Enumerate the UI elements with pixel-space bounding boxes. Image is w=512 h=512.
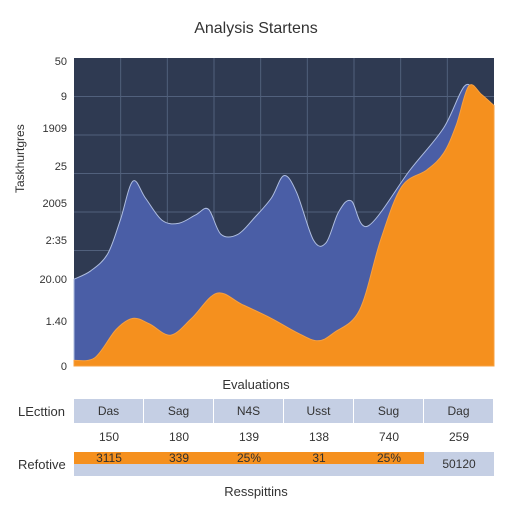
y-tick-label: 2:35: [46, 235, 67, 247]
row-label-top: LEcttion: [18, 404, 65, 419]
x-axis-caption: Evaluations: [222, 377, 290, 392]
table-footer-cell: 3115: [74, 451, 144, 465]
bottom-caption: Resspittins: [224, 484, 288, 499]
table-value-cell: 259: [448, 430, 470, 444]
y-tick-label: 20.00: [39, 274, 67, 286]
table-header-cell: Sag: [144, 399, 214, 423]
y-tick-label: 2005: [43, 198, 67, 210]
y-tick-labels: 50 9 1909 25 2005 2:35 20.00 1.40 0: [39, 56, 67, 373]
y-tick-label: 1909: [43, 123, 67, 135]
y-tick-label: 1.40: [46, 316, 67, 328]
table-value-cell: 740: [378, 430, 400, 444]
row-label-bottom: Refotive: [18, 457, 66, 472]
y-tick-label: 25: [55, 161, 67, 173]
y-tick-label: 9: [61, 91, 67, 103]
table-footer-cell: 25%: [214, 451, 284, 465]
table-value-cell: 180: [168, 430, 190, 444]
y-tick-label: 50: [55, 56, 67, 68]
table-footer-cell: 50120: [442, 457, 476, 471]
table-value-cell: 150: [98, 430, 120, 444]
series-area-2: [73, 84, 495, 367]
table-header-cell: Sug: [354, 399, 424, 423]
table-header-row: Das Sag N4S Usst Sug Dag: [74, 399, 494, 423]
table-footer-cell: 339: [144, 451, 214, 465]
chart-title: Analysis Startens: [194, 20, 318, 37]
table-footer-cell: 31: [284, 451, 354, 465]
table-value-cell: 138: [308, 430, 330, 444]
table-footer-row: 3115 339 25% 31 25% 50120: [74, 451, 494, 476]
y-tick-label: 0: [61, 361, 67, 373]
table-header-cell: Dag: [424, 399, 494, 423]
table-value-cell: 139: [238, 430, 260, 444]
table-values-row: 150 180 139 138 740 259: [74, 428, 494, 446]
table-header-cell: Usst: [284, 399, 354, 423]
table-header-cell: Das: [74, 399, 144, 423]
table-header-cell: N4S: [214, 399, 284, 423]
series-areas: [73, 83, 495, 367]
table-footer-cell: 25%: [354, 451, 424, 465]
